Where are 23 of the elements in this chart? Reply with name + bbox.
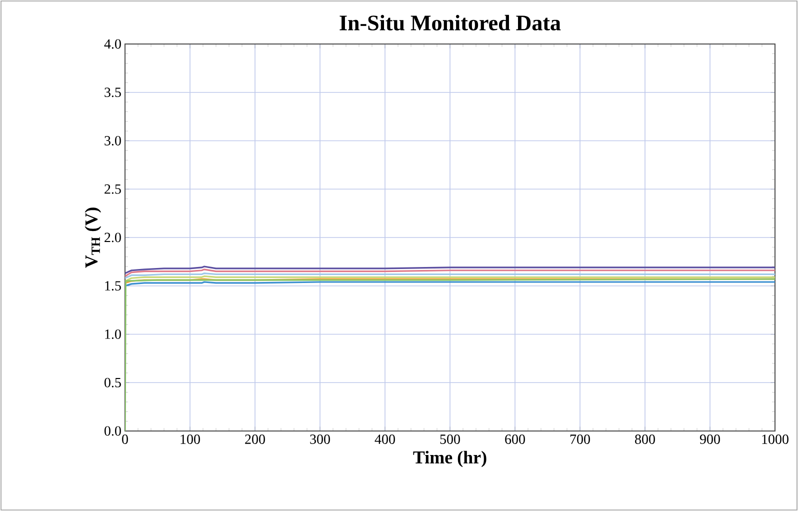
x-tick-label: 500 xyxy=(440,434,460,444)
x-tick-label: 700 xyxy=(570,434,590,444)
y-tick-label: 0.0 xyxy=(104,426,121,436)
x-tick-label: 200 xyxy=(245,434,265,444)
x-tick-label: 0 xyxy=(122,434,128,444)
x-tick-label: 900 xyxy=(700,434,720,444)
x-axis-title: Time (hr) xyxy=(413,450,486,468)
x-tick-label: 600 xyxy=(505,434,525,444)
y-tick-label: 1.5 xyxy=(105,281,121,291)
y-axis-title: V$_{TH}$ (V) xyxy=(84,208,102,268)
x-tick-label: 800 xyxy=(635,434,655,444)
x-tick-label: 300 xyxy=(310,434,330,444)
y-tick-label: 4.0 xyxy=(104,39,121,49)
y-tick-label: 2.5 xyxy=(104,184,121,194)
x-tick-label: 400 xyxy=(374,434,395,444)
y-tick-label: 1.0 xyxy=(105,329,121,339)
y-tick-label: 0.5 xyxy=(104,378,121,388)
y-tick-label: 3.5 xyxy=(104,88,121,98)
y-tick-label: 2.0 xyxy=(104,232,121,242)
x-tick-label: 100 xyxy=(180,434,200,444)
x-tick-label: 1000 xyxy=(762,434,788,444)
y-tick-label: 3.0 xyxy=(104,136,121,146)
chart-title: In-Situ Monitored Data xyxy=(340,14,561,30)
